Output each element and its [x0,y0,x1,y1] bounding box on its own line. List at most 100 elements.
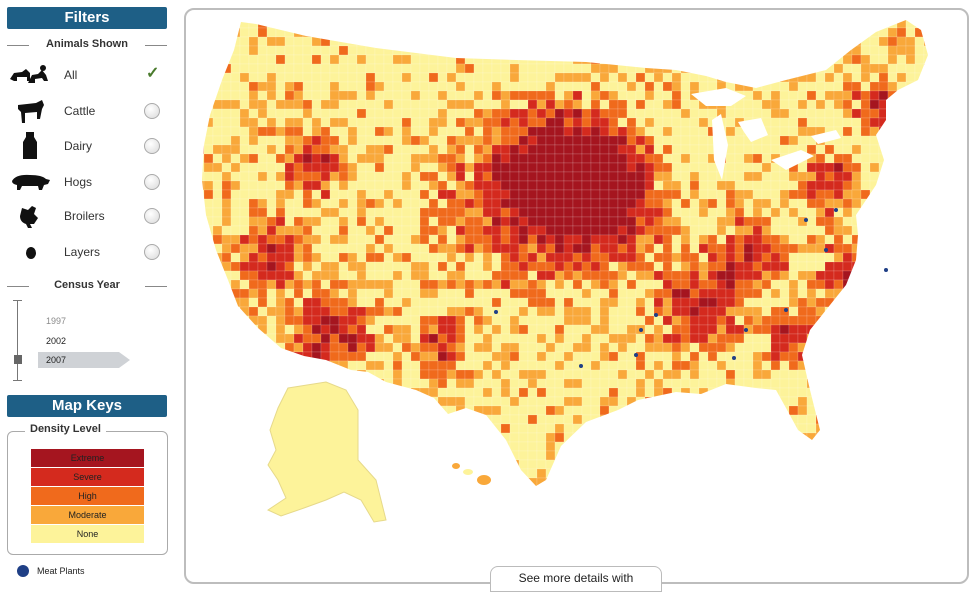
county-tile [960,415,967,424]
year-option-2002[interactable]: 2002 [46,336,67,346]
county-tile [590,432,601,443]
county-tile [761,441,772,452]
layers-radio[interactable] [144,244,160,260]
county-tile [446,441,457,452]
county-tile [483,487,492,496]
county-tile [285,10,294,19]
county-tile [726,505,735,514]
animal-option-all[interactable]: All ✓ [8,59,168,91]
county-tile [734,333,745,344]
county-tile [338,108,349,119]
county-tile [581,288,592,299]
county-tile [410,45,421,56]
map-frame[interactable] [184,8,969,584]
county-tile [202,252,205,263]
county-tile [851,360,862,371]
county-tile [878,135,889,146]
county-tile [815,288,826,299]
animal-option-hogs[interactable]: Hogs [8,166,168,198]
county-tile [311,27,322,38]
county-tile [825,10,834,19]
hogs-radio[interactable] [144,174,160,190]
cattle-radio[interactable] [144,103,160,119]
county-tile [202,297,205,308]
us-density-map[interactable] [186,10,967,582]
county-tile [905,405,916,416]
county-tile [770,324,781,335]
county-tile [887,297,898,308]
county-tile [689,144,700,155]
county-tile [689,27,700,38]
county-tile [851,225,862,236]
county-tile [384,487,393,496]
year-option-1997[interactable]: 1997 [46,316,67,326]
county-tile [654,487,663,496]
county-tile [267,10,276,19]
county-tile [536,117,547,128]
county-tile [320,288,331,299]
county-tile [951,406,960,415]
county-tile [851,342,862,353]
county-tile [599,153,610,164]
animal-option-cattle[interactable]: Cattle [8,95,168,127]
year-slider-handle[interactable] [14,355,22,364]
county-tile [698,108,709,119]
county-tile [653,153,664,164]
animal-option-dairy[interactable]: Dairy [8,130,168,162]
county-tile [275,99,286,110]
county-tile [680,20,691,29]
county-tile [680,90,691,101]
county-tile [617,54,628,65]
county-tile [311,234,322,245]
county-tile [383,153,394,164]
broilers-radio[interactable] [144,208,160,224]
county-tile [186,46,195,55]
dairy-radio[interactable] [144,138,160,154]
county-tile [779,108,790,119]
county-tile [833,441,844,452]
county-tile [239,252,250,263]
county-tile [869,108,880,119]
county-tile [689,324,700,335]
county-tile [266,45,277,56]
county-tile [942,469,951,478]
county-tile [599,387,610,398]
county-tile [662,20,673,29]
county-tile [563,198,574,209]
county-tile [464,333,475,344]
county-tile [455,144,466,155]
county-tile [473,459,484,470]
county-tile [599,81,610,92]
county-tile [707,378,718,389]
county-tile [689,108,700,119]
county-tile [338,342,349,353]
county-tile [401,207,412,218]
county-tile [455,81,466,92]
county-tile [383,20,394,29]
animal-option-broilers[interactable]: Broilers [8,200,168,232]
county-tile [302,306,313,317]
county-tile [572,324,583,335]
county-tile [230,261,241,272]
county-tile [311,99,322,110]
county-tile [851,450,862,461]
county-tile [788,72,799,83]
county-tile [221,216,232,227]
county-tile [338,360,349,371]
year-option-2007[interactable]: 2007 [46,355,67,365]
county-tile [815,20,826,29]
county-tile [671,135,682,146]
animal-option-layers[interactable]: Layers [8,236,168,268]
county-tile [519,496,528,505]
county-tile [347,369,358,380]
county-tile [383,144,394,155]
county-tile [914,450,925,461]
year-slider-track[interactable] [17,300,18,380]
county-tile [815,279,826,290]
county-tile [680,450,691,461]
county-tile [365,243,376,254]
county-tile [356,207,367,218]
county-tile [536,180,547,191]
county-tile [302,20,313,29]
county-tile [573,514,582,523]
